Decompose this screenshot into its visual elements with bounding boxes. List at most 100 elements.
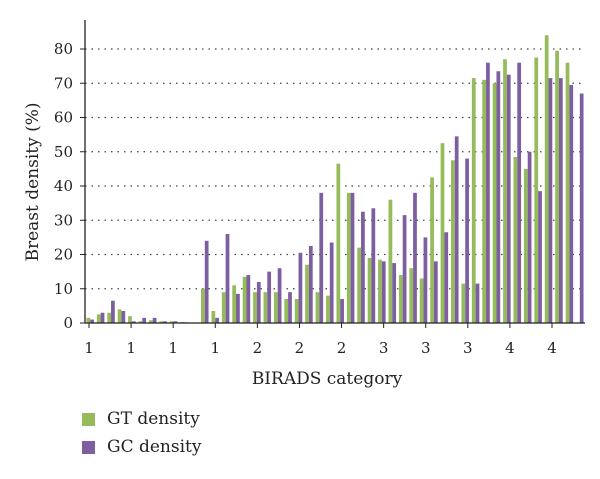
y-tick-label: 10: [54, 280, 73, 298]
bar-gt: [523, 168, 528, 324]
bar-gt: [169, 321, 174, 323]
bar-gc: [340, 299, 344, 323]
bar-gt: [201, 288, 205, 323]
bar-gt: [409, 268, 414, 323]
bar-chart: 0 10 20 30 40 50 60 70 80 1 1 1 1 2 2 2 3 3 3 4 4 Breast de…: [23, 20, 585, 389]
bar-gc: [527, 151, 532, 323]
bar-gc: [277, 268, 282, 323]
bar-gc: [465, 158, 469, 323]
bar-gt: [534, 57, 539, 324]
bar-gt: [305, 264, 309, 323]
bar-gt: [128, 316, 132, 323]
bar-gt: [96, 314, 101, 323]
bar-gc: [569, 84, 574, 324]
x-tick-label: 1: [168, 339, 178, 357]
bar-gt: [565, 62, 570, 323]
bar-gt: [148, 320, 153, 323]
bar-gt: [346, 192, 351, 323]
bar-gc: [392, 263, 397, 323]
bar-gt: [242, 276, 247, 323]
bar-gt: [86, 317, 91, 323]
y-axis-label: Breast density (%): [23, 102, 43, 261]
bar-gc: [558, 78, 563, 323]
y-tick-label: 40: [54, 177, 73, 195]
bar-gc: [506, 74, 511, 323]
bar-gt: [294, 299, 299, 323]
y-tick-labels: 0 10 20 30 40 50 60 70 80: [54, 40, 85, 332]
bar-gt: [419, 278, 424, 323]
x-axis-label: BIRADS category: [252, 369, 403, 389]
bar-gc: [246, 275, 251, 323]
bar-gt: [326, 295, 330, 323]
bar-gc: [517, 62, 522, 323]
bar-gc: [173, 321, 178, 323]
bar-gc: [486, 62, 490, 323]
bar-gc: [350, 192, 355, 323]
x-tick-label: 2: [337, 339, 347, 357]
bar-gt: [336, 163, 341, 323]
legend: GT density GC density: [82, 405, 201, 461]
bar-gt: [315, 292, 320, 323]
bar-gc: [142, 317, 147, 323]
bar-gt: [513, 156, 518, 323]
y-tick-label: 0: [63, 314, 73, 332]
bar-gc: [538, 191, 542, 323]
legend-swatch-gc: [82, 440, 95, 454]
bar-gt: [221, 292, 226, 323]
bar-gc: [454, 136, 459, 323]
bar-gc: [131, 321, 136, 323]
legend-item-gt: GT density: [82, 405, 201, 433]
bar-gc: [423, 237, 428, 324]
bar-gc: [329, 242, 334, 323]
bar-gc: [371, 208, 376, 323]
bar-gc: [548, 78, 553, 323]
bar-gc: [288, 292, 292, 323]
x-tick-labels: 1 1 1 1 2 2 2 3 3 3 4 4: [84, 323, 557, 357]
x-tick-label: 1: [126, 339, 136, 357]
x-tick-label: 4: [505, 339, 515, 357]
bar-gt: [138, 321, 143, 323]
bar-gc: [319, 192, 324, 323]
legend-item-gc: GC density: [82, 433, 201, 461]
bar-gt: [273, 292, 278, 323]
bar-gt: [430, 177, 434, 323]
bar-gc: [402, 215, 407, 323]
bars: [86, 35, 584, 324]
bar-gc: [444, 232, 449, 323]
bar-gt: [544, 35, 549, 324]
bar-gc: [204, 240, 209, 323]
bar-gt: [211, 311, 216, 323]
bar-gt: [451, 160, 455, 323]
bar-gc: [163, 321, 167, 323]
bar-gc: [225, 233, 230, 323]
bar-gt: [107, 312, 112, 323]
bar-gc: [579, 93, 584, 323]
x-tick-label: 3: [463, 339, 473, 357]
x-tick-label: 2: [295, 339, 305, 357]
bar-gt: [378, 259, 382, 323]
bar-gt: [117, 309, 122, 323]
bar-gt: [503, 59, 507, 324]
bar-gc: [496, 71, 501, 323]
bar-gt: [357, 247, 362, 323]
y-tick-label: 50: [54, 143, 73, 161]
axes: [84, 20, 585, 324]
bar-gc: [267, 271, 272, 324]
bar-gt: [367, 257, 372, 323]
legend-swatch-gt: [82, 412, 95, 426]
legend-label-gc: GC density: [107, 437, 202, 457]
bar-gc: [413, 192, 417, 323]
bar-gt: [440, 143, 445, 323]
x-tick-label: 4: [547, 339, 557, 357]
bar-gc: [381, 261, 386, 323]
bar-gc: [215, 317, 219, 323]
x-tick-label: 1: [84, 339, 94, 357]
y-tick-label: 20: [54, 246, 73, 264]
gridlines: [85, 48, 585, 290]
bar-gc: [256, 281, 261, 323]
bar-gt: [492, 83, 497, 323]
bar-gc: [361, 211, 365, 323]
bar-gt: [482, 79, 487, 323]
bar-gt: [284, 299, 289, 323]
bar-gc: [121, 311, 126, 323]
